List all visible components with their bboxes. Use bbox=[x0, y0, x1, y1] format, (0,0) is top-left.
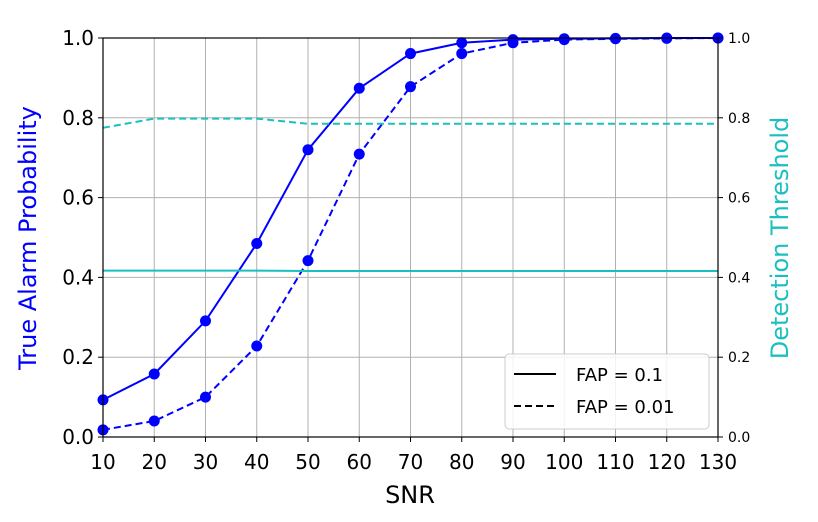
right-y-tick-label: 0.6 bbox=[728, 191, 750, 207]
legend-box bbox=[504, 353, 710, 430]
probability-point-dashed bbox=[507, 37, 519, 49]
y-tick-label: 1.0 bbox=[62, 26, 94, 50]
legend: FAP = 0.1 FAP = 0.01 bbox=[504, 353, 710, 430]
series-layer bbox=[97, 32, 724, 436]
probability-point-solid bbox=[251, 237, 263, 249]
probability-point-dashed bbox=[200, 391, 211, 403]
probability-point-solid bbox=[200, 315, 211, 327]
right-y-tick-label: 0.0 bbox=[728, 430, 750, 446]
probability-point-solid bbox=[302, 144, 314, 156]
right-y-axis-title: Detection Threshold bbox=[766, 117, 794, 360]
x-tick-label: 110 bbox=[596, 450, 634, 474]
y-tick-label: 0.0 bbox=[62, 425, 94, 449]
right-y-axis: 0.0 0.2 0.4 0.6 0.8 1.0 bbox=[718, 31, 750, 446]
x-tick-label: 80 bbox=[449, 450, 474, 474]
x-axis: 10 20 30 40 50 60 70 80 90 100 110 120 130 bbox=[90, 437, 737, 474]
x-tick-label: 70 bbox=[398, 450, 423, 474]
right-y-tick-label: 1.0 bbox=[728, 31, 750, 47]
x-tick-label: 50 bbox=[295, 450, 320, 474]
probability-point-dashed bbox=[405, 81, 416, 93]
legend-label-fap-0-1: FAP = 0.1 bbox=[576, 365, 663, 386]
y-tick-label: 0.4 bbox=[62, 265, 94, 289]
probability-point-dashed bbox=[302, 255, 314, 267]
x-tick-label: 30 bbox=[193, 450, 218, 474]
probability-point-solid bbox=[148, 368, 160, 380]
probability-point-dashed bbox=[558, 34, 570, 46]
x-tick-label: 40 bbox=[244, 450, 269, 474]
probability-point-solid bbox=[456, 37, 468, 49]
x-tick-label: 20 bbox=[142, 450, 167, 474]
y-tick-label: 0.6 bbox=[62, 186, 94, 210]
left-y-axis-title: True Alarm Probability bbox=[14, 106, 42, 371]
right-y-tick-label: 0.2 bbox=[728, 350, 750, 366]
x-tick-label: 90 bbox=[500, 450, 525, 474]
probability-point-solid bbox=[353, 82, 365, 94]
probability-point-dashed bbox=[456, 48, 468, 60]
x-tick-label: 120 bbox=[648, 450, 686, 474]
right-y-tick-label: 0.4 bbox=[728, 270, 750, 286]
x-tick-label: 100 bbox=[545, 450, 583, 474]
probability-point-dashed bbox=[610, 33, 621, 45]
legend-label-fap-0-01: FAP = 0.01 bbox=[576, 397, 674, 418]
threshold-line-dashed bbox=[102, 117, 718, 129]
x-tick-label: 10 bbox=[90, 450, 115, 474]
x-tick-label: 130 bbox=[699, 450, 737, 474]
x-tick-label: 60 bbox=[347, 450, 372, 474]
y-tick-label: 0.8 bbox=[62, 106, 94, 130]
probability-point-solid bbox=[405, 48, 416, 60]
left-y-axis: 0.0 0.2 0.4 0.6 0.8 1.0 bbox=[62, 26, 103, 449]
probability-point-dashed bbox=[251, 340, 263, 352]
right-y-tick-label: 0.8 bbox=[728, 111, 750, 127]
probability-point-dashed bbox=[148, 415, 160, 427]
x-axis-title: SNR bbox=[385, 481, 435, 509]
probability-point-dashed bbox=[353, 148, 365, 160]
y-tick-label: 0.2 bbox=[62, 345, 94, 369]
